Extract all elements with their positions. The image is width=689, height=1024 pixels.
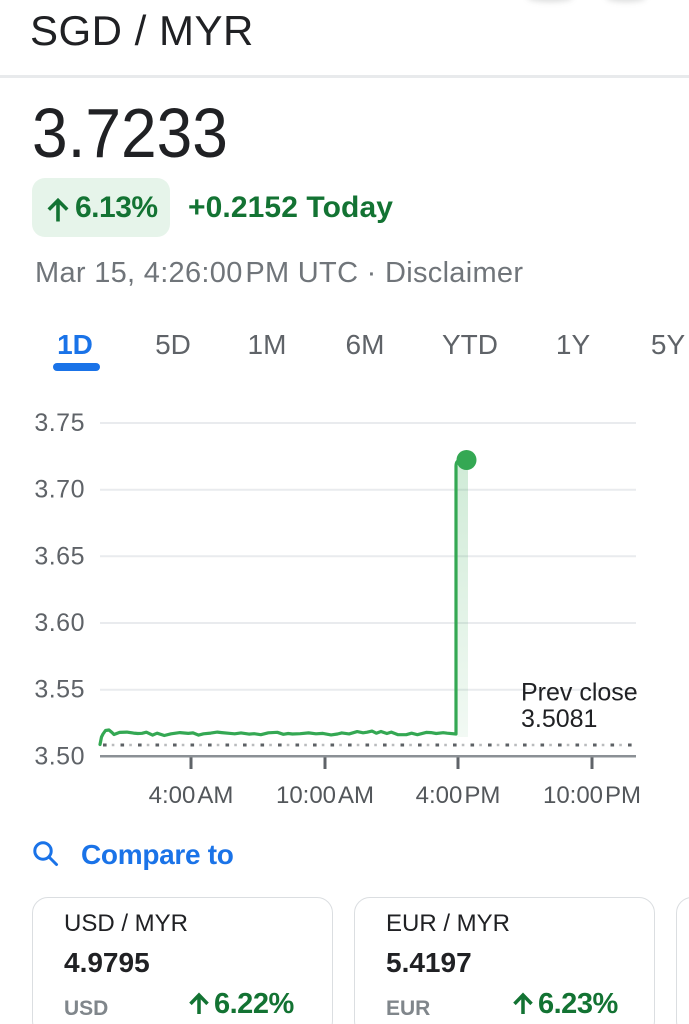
svg-text:3.65: 3.65	[34, 542, 85, 570]
svg-text:3.75: 3.75	[34, 409, 85, 437]
svg-text:4:00 AM: 4:00 AM	[149, 782, 234, 809]
svg-text:3.60: 3.60	[34, 609, 85, 637]
svg-text:4:00 PM: 4:00 PM	[416, 782, 501, 809]
svg-text:3.70: 3.70	[34, 476, 85, 504]
svg-text:10:00 AM: 10:00 AM	[276, 782, 374, 809]
svg-text:10:00 PM: 10:00 PM	[543, 782, 641, 809]
svg-text:3.5081: 3.5081	[521, 705, 597, 733]
svg-text:3.50: 3.50	[34, 742, 85, 770]
svg-text:Prev close: Prev close	[521, 679, 638, 707]
svg-text:3.55: 3.55	[34, 676, 85, 704]
